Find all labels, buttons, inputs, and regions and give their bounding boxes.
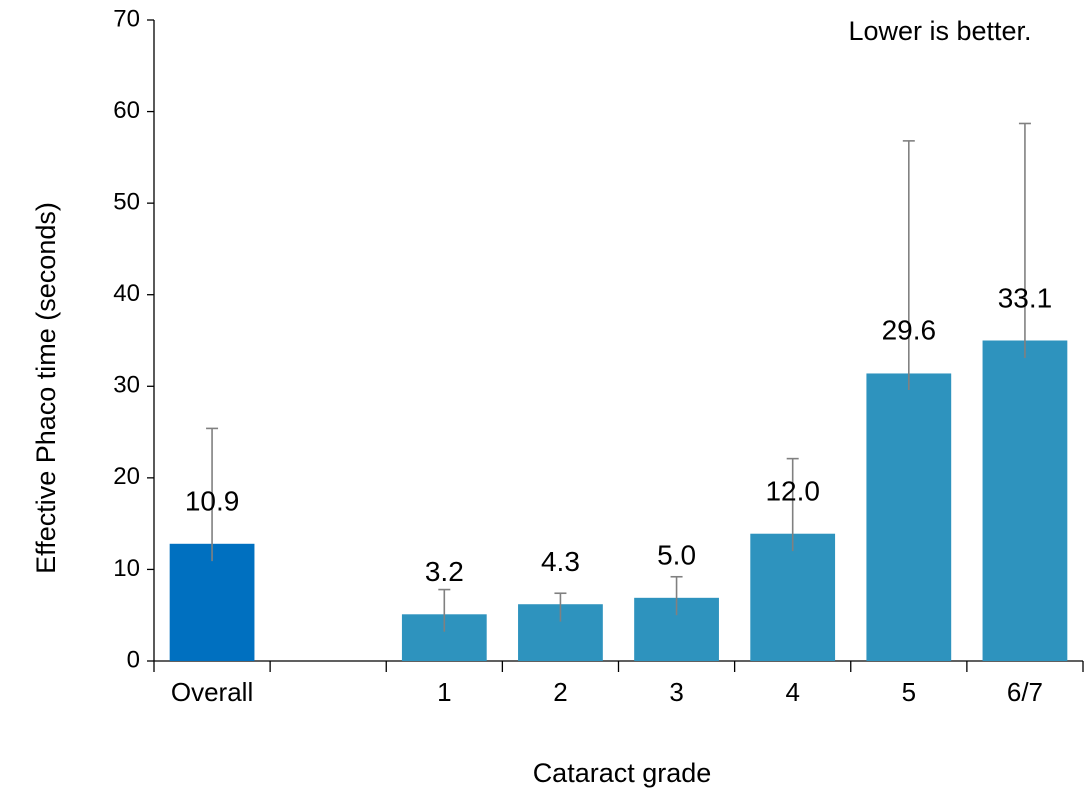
x-category-label: Overall <box>171 677 253 707</box>
y-axis-title: Effective Phaco time (seconds) <box>31 202 61 574</box>
x-category-label: 1 <box>437 677 451 707</box>
data-label: 29.6 <box>882 314 937 345</box>
y-tick-label: 20 <box>113 463 140 490</box>
x-category-label: 3 <box>669 677 683 707</box>
y-tick-label: 10 <box>113 555 140 582</box>
bar <box>982 340 1068 661</box>
x-category-label: 6/7 <box>1007 677 1043 707</box>
y-tick-label: 70 <box>113 5 140 32</box>
x-category-label: 4 <box>785 677 799 707</box>
y-tick-label: 40 <box>113 280 140 307</box>
data-label: 3.2 <box>425 556 464 587</box>
data-label: 12.0 <box>765 476 820 507</box>
data-label: 5.0 <box>657 540 696 571</box>
x-category-label: 5 <box>902 677 916 707</box>
bar <box>169 543 255 661</box>
chart-note: Lower is better. <box>848 16 1031 46</box>
bar <box>750 533 836 661</box>
bar <box>866 373 952 661</box>
y-tick-label: 0 <box>127 646 140 673</box>
error-bars <box>206 122 1031 632</box>
data-labels: 10.9 3.2 4.3 5.0 12.0 29.6 33.1 <box>185 282 1052 587</box>
data-label: 10.9 <box>185 486 240 517</box>
y-tick-label: 30 <box>113 372 140 399</box>
data-label: 4.3 <box>541 546 580 577</box>
x-axis: Overall 1 2 3 4 5 6/7 <box>153 660 1084 707</box>
y-tick-label: 50 <box>113 188 140 215</box>
y-axis: 0 10 20 30 40 50 60 70 <box>113 5 155 673</box>
data-label: 33.1 <box>998 282 1053 313</box>
y-tick-label: 60 <box>113 97 140 124</box>
x-category-label: 2 <box>553 677 567 707</box>
x-axis-title: Cataract grade <box>533 758 712 788</box>
bars <box>169 340 1068 661</box>
